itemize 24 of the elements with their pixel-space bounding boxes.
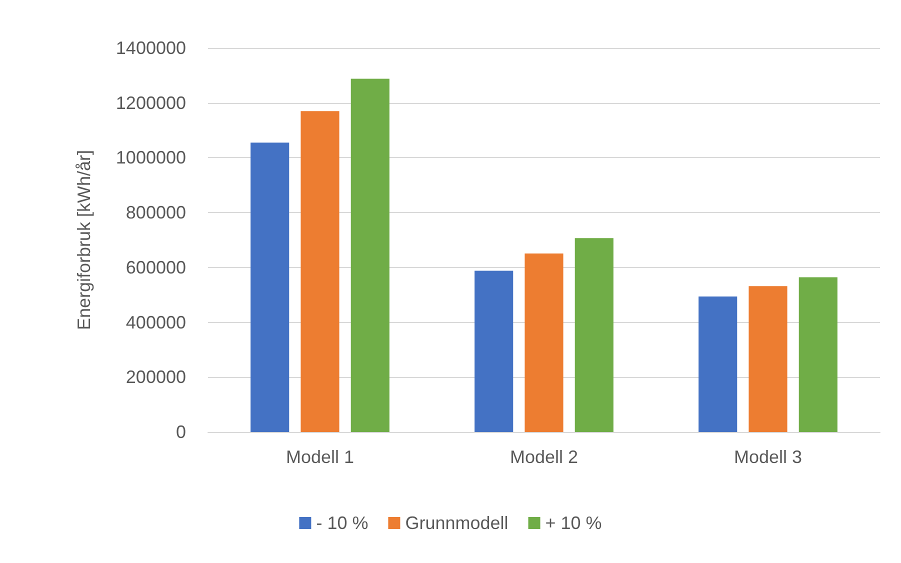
y-axis-title: Energiforbruk [kWh/år] (74, 150, 94, 330)
bar (798, 277, 838, 432)
y-tick-label: 1000000 (116, 148, 186, 168)
bar (474, 270, 514, 432)
y-tick-label: 1400000 (116, 38, 186, 58)
x-tick-label: Modell 3 (734, 447, 802, 467)
y-tick-label: 400000 (126, 312, 186, 332)
y-tick-label: 600000 (126, 257, 186, 278)
bar (748, 286, 788, 432)
y-tick-label: 1200000 (116, 92, 186, 113)
y-tick-label: 0 (176, 422, 186, 442)
legend-label: + 10 % (545, 513, 602, 533)
bar (574, 238, 614, 432)
y-tick-label: 800000 (126, 202, 186, 223)
legend-label: Grunnmodell (405, 513, 508, 533)
bar (250, 142, 290, 432)
x-tick-label: Modell 1 (286, 447, 354, 467)
bar (524, 253, 564, 432)
bar (300, 111, 340, 432)
bar (350, 78, 390, 432)
y-tick-label: 200000 (126, 367, 186, 388)
x-tick-label: Modell 2 (510, 447, 578, 467)
bar (698, 296, 738, 432)
legend-label: - 10 % (316, 513, 368, 533)
